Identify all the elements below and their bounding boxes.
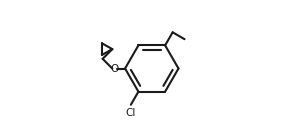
Text: O: O — [111, 64, 119, 73]
Text: Cl: Cl — [126, 108, 136, 118]
